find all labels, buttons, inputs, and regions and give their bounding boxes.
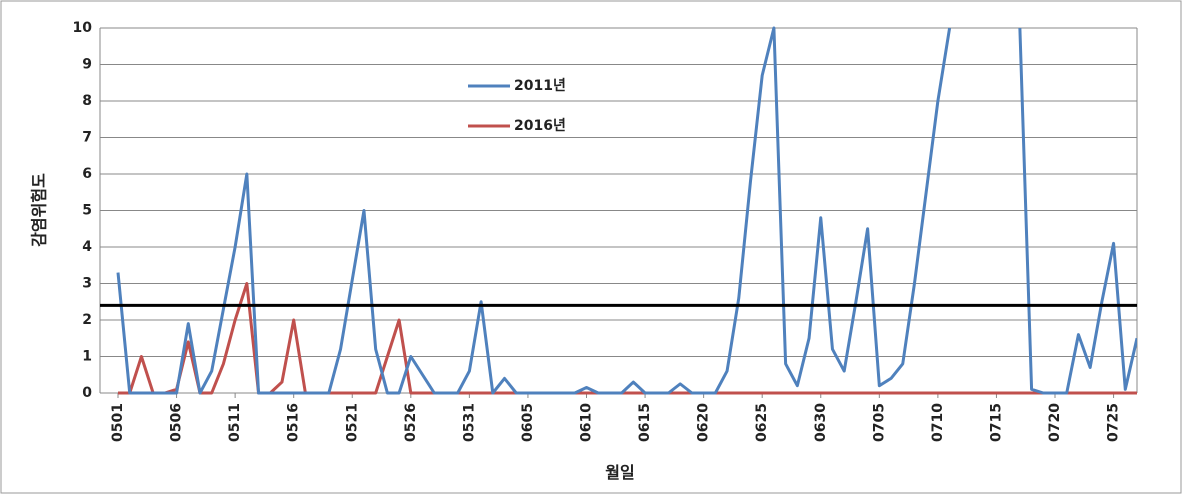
x-tick-label: 0620 xyxy=(696,403,712,442)
y-tick-label: 3 xyxy=(82,276,92,292)
x-tick-label: 0511 xyxy=(227,403,243,442)
x-tick-label: 0501 xyxy=(110,403,126,442)
x-tick-label: 0630 xyxy=(813,403,829,442)
x-tick-label: 0720 xyxy=(1047,403,1063,442)
x-tick-label: 0531 xyxy=(461,403,477,442)
y-tick-label: 8 xyxy=(82,93,92,109)
y-tick-label: 7 xyxy=(82,130,92,146)
y-tick-label: 1 xyxy=(82,349,92,365)
series-line xyxy=(116,26,1137,395)
x-tick-label: 0705 xyxy=(871,403,887,442)
x-tick-label: 0526 xyxy=(403,403,419,442)
y-tick-label: 9 xyxy=(82,57,92,73)
x-tick-label: 0625 xyxy=(754,403,770,442)
series-line xyxy=(118,282,1137,395)
x-tick-label: 0610 xyxy=(579,403,595,442)
x-tick-label: 0516 xyxy=(286,403,302,442)
y-tick-label: 5 xyxy=(82,203,92,219)
y-tick-label: 0 xyxy=(82,385,92,401)
x-tick-label: 0715 xyxy=(988,403,1004,442)
x-tick-label: 0521 xyxy=(344,403,360,442)
x-tick-label: 0710 xyxy=(930,403,946,442)
x-axis-title: 월일 xyxy=(605,463,634,482)
y-tick-label: 4 xyxy=(82,239,92,255)
x-tick-label: 0506 xyxy=(169,403,185,442)
x-tick-label: 0605 xyxy=(520,403,536,442)
y-tick-label: 10 xyxy=(73,20,93,36)
legend-label: 2011년 xyxy=(514,78,566,94)
x-tick-label: 0615 xyxy=(637,403,653,442)
y-tick-label: 2 xyxy=(82,312,92,328)
x-tick-label: 0725 xyxy=(1106,403,1122,442)
legend-label: 2016년 xyxy=(514,118,566,134)
y-tick-label: 6 xyxy=(82,166,92,182)
y-axis-title: 감염위험도 xyxy=(30,173,49,247)
